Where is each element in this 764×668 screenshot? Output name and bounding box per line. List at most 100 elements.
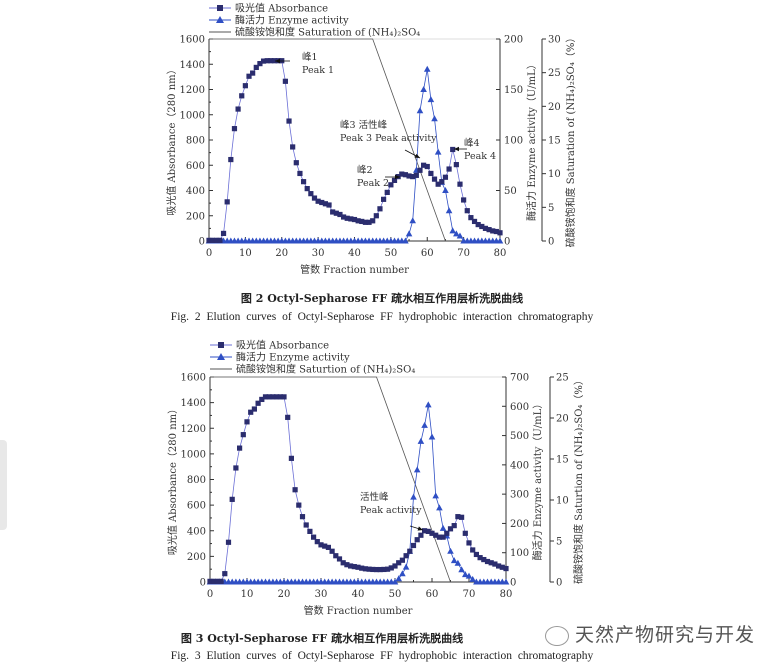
absorbance-point <box>218 578 224 584</box>
x-tick-label: 20 <box>278 589 291 600</box>
absorbance-point <box>410 174 416 180</box>
absorbance-point <box>492 561 498 567</box>
absorbance-point <box>362 219 369 225</box>
y3-tick-label: 10 <box>556 496 569 507</box>
y-tick-label: 1600 <box>180 35 205 46</box>
enzyme-point <box>417 437 425 444</box>
absorbance-point <box>277 394 283 400</box>
absorbance-point <box>366 219 372 225</box>
absorbance-point <box>490 228 496 234</box>
enzyme-point <box>496 237 504 244</box>
y-tick-label: 1200 <box>181 424 206 435</box>
absorbance-point <box>322 201 328 207</box>
absorbance-point <box>286 118 292 124</box>
enzyme-point <box>442 187 449 193</box>
absorbance-point <box>481 556 487 563</box>
enzyme-point <box>447 547 454 554</box>
absorbance-point <box>244 419 250 425</box>
absorbance-point <box>384 189 390 195</box>
enzyme-point <box>428 433 436 440</box>
enzyme-point <box>445 207 453 214</box>
absorbance-point <box>424 163 430 170</box>
annotation-label-en: Peak 3 Peak activity <box>340 133 437 144</box>
enzyme-line <box>209 69 500 242</box>
annotation-label-cn: 峰3 活性峰 <box>340 119 388 131</box>
absorbance-point <box>428 170 434 177</box>
enzyme-point <box>395 575 402 582</box>
enzyme-point <box>449 227 457 234</box>
absorbance-point <box>311 195 318 201</box>
y2-tick-label: 0 <box>504 237 510 248</box>
x-tick-label: 40 <box>352 589 365 600</box>
absorbance-point <box>314 539 320 545</box>
y-tick-label: 800 <box>186 136 205 147</box>
absorbance-point <box>381 196 387 202</box>
annotation-label-cn: 峰1 <box>302 52 318 63</box>
absorbance-point <box>413 172 419 178</box>
y-tick-label: 1600 <box>181 373 206 384</box>
absorbance-point <box>468 215 474 221</box>
watermark: 天然产物研究与开发 <box>545 620 755 647</box>
absorbance-point <box>417 167 423 173</box>
arrowhead-icon <box>454 146 459 152</box>
absorbance-point <box>431 176 438 182</box>
absorbance-point <box>274 394 280 400</box>
y3-axis-title: 硫酸铵饱和度 Saturation of (NH₄)₂SO₄（%） <box>564 33 577 248</box>
absorbance-point <box>300 179 307 185</box>
x-tick-label: 10 <box>239 248 252 259</box>
absorbance-point <box>348 563 354 569</box>
y-tick-label: 400 <box>187 526 206 537</box>
absorbance-point <box>388 565 394 571</box>
absorbance-point <box>268 58 274 64</box>
absorbance-point <box>439 179 445 185</box>
y3-tick-label: 5 <box>556 537 562 548</box>
absorbance-point <box>240 432 246 438</box>
enzyme-point <box>425 401 432 408</box>
absorbance-point <box>296 502 302 508</box>
absorbance-point <box>333 553 339 559</box>
x-tick-label: 30 <box>315 589 328 600</box>
absorbance-point <box>451 523 457 529</box>
absorbance-point <box>246 73 252 79</box>
absorbance-point <box>207 578 213 584</box>
absorbance-line <box>210 396 507 582</box>
y2-tick-label: 100 <box>504 136 523 147</box>
absorbance-point <box>248 409 254 415</box>
enzyme-point <box>409 217 416 224</box>
absorbance-point <box>396 560 402 566</box>
x-tick-label: 70 <box>463 589 476 600</box>
arrowhead-icon <box>417 526 423 531</box>
enzyme-point <box>462 571 469 578</box>
absorbance-point <box>233 465 239 471</box>
absorbance-point <box>406 173 412 179</box>
y3-tick-label: 25 <box>548 68 561 79</box>
annotation-label-en: Peak 1 <box>302 65 334 76</box>
x-tick-label: 80 <box>500 589 513 600</box>
y-tick-label: 1000 <box>181 449 206 460</box>
absorbance-point <box>422 528 428 534</box>
y3-tick-label: 15 <box>548 136 561 147</box>
x-tick-label: 40 <box>348 248 361 259</box>
absorbance-point <box>385 566 391 572</box>
y3-tick-label: 20 <box>548 102 561 113</box>
absorbance-point <box>285 414 291 420</box>
enzyme-point <box>416 107 424 114</box>
y3-tick-label: 20 <box>556 414 569 425</box>
enzyme-point <box>410 493 417 500</box>
absorbance-point <box>307 528 313 534</box>
absorbance-point <box>450 146 456 153</box>
absorbance-point <box>304 186 310 192</box>
y2-axis-title: 酶活力 Enzyme activity（U/mL） <box>525 59 538 221</box>
y-tick-label: 1200 <box>180 85 205 96</box>
enzyme-point <box>465 572 473 579</box>
enzyme-point <box>431 115 438 122</box>
absorbance-point <box>473 551 479 558</box>
y2-tick-label: 500 <box>510 431 529 442</box>
enzyme-point <box>458 566 465 573</box>
absorbance-point <box>337 211 343 218</box>
fig2-caption-en: Fig. 2 Elution curves of Octyl-Sepharose… <box>170 311 594 323</box>
y3-tick-label: 5 <box>548 203 554 214</box>
x-tick-label: 60 <box>426 589 439 600</box>
annotation-label-en: Peak 2 <box>357 178 389 189</box>
